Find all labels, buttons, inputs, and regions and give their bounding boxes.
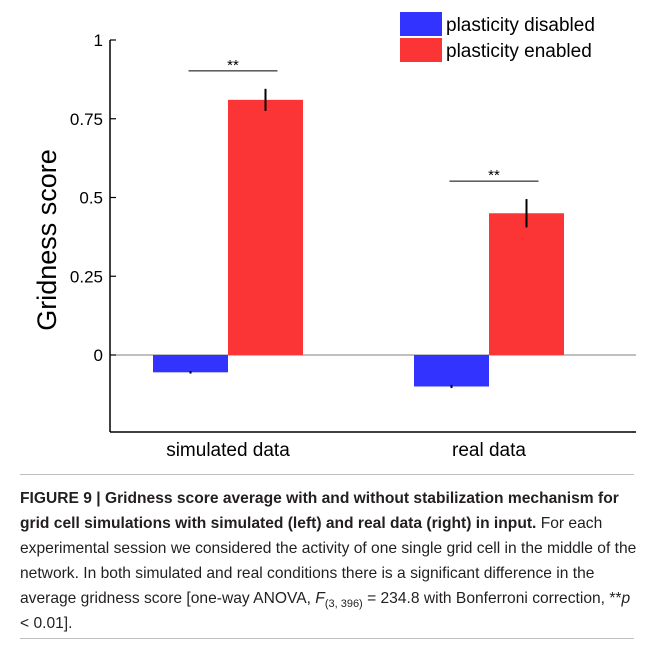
x-tick-label: simulated data — [166, 440, 290, 461]
bar-disabled — [414, 355, 489, 387]
x-tick-label: real data — [452, 440, 526, 461]
y-tick-label: 0 — [94, 346, 103, 365]
caption-text-3: < 0.01]. — [20, 615, 73, 632]
bar-enabled — [489, 213, 564, 355]
y-tick-label: 0.25 — [70, 267, 103, 286]
chart-bars: ** ** — [153, 57, 564, 389]
caption-bottom-rule — [20, 638, 634, 639]
legend-label: plasticity disabled — [446, 15, 595, 36]
caption-stat-p: p — [621, 590, 631, 607]
caption-bold-title: FIGURE 9 | Gridness score average with a… — [20, 490, 619, 532]
caption-stat-f: F — [315, 590, 325, 607]
y-tick-label: 0.5 — [79, 189, 103, 208]
legend-swatch — [400, 12, 442, 36]
significance-label: ** — [227, 57, 239, 74]
caption-text-1: For each experimental session we conside… — [20, 515, 637, 607]
y-axis-label: Gridness score — [32, 149, 62, 331]
y-tick-label: 1 — [94, 31, 103, 50]
caption-top-rule — [20, 474, 634, 475]
caption-text-2: = 234.8 with Bonferroni correction, ** — [362, 590, 622, 607]
significance-label: ** — [488, 167, 500, 184]
figure-caption: FIGURE 9 | Gridness score average with a… — [20, 486, 638, 636]
chart-legend: plasticity disabled plasticity enabled — [400, 12, 595, 62]
y-tick-label: 0.75 — [70, 110, 103, 129]
legend-label: plasticity enabled — [446, 41, 592, 62]
legend-swatch — [400, 38, 442, 62]
bar-enabled — [228, 99, 303, 355]
bar-disabled — [153, 355, 228, 373]
caption-stat-df: (3, 396) — [324, 598, 363, 611]
